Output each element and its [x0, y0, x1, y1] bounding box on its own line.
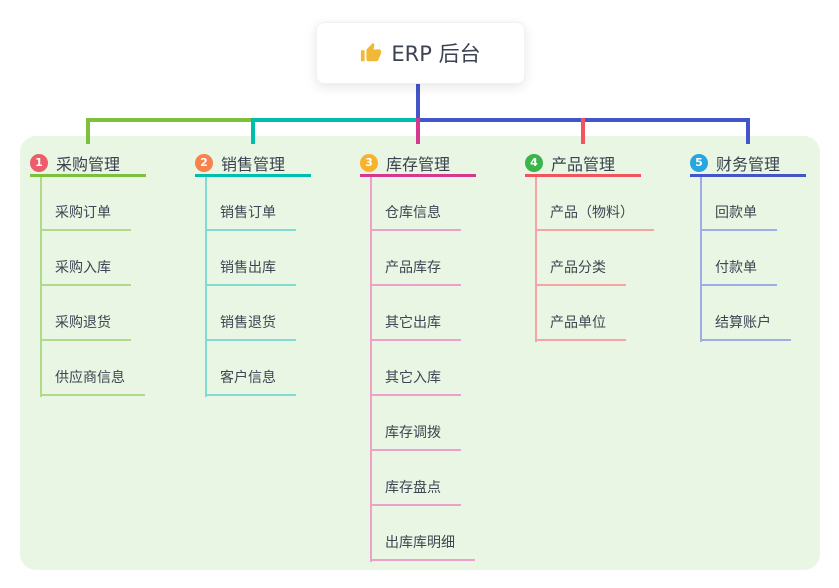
bus-segment-teal [251, 118, 420, 122]
branch-spine-line [205, 177, 207, 397]
branch-spine-line [370, 177, 372, 562]
root-connector-line [416, 82, 420, 122]
branch-label: 库存管理 [386, 154, 451, 174]
mindmap-panel [20, 136, 820, 570]
bus-segment-green [86, 118, 255, 122]
branch-node[interactable]: 4 产品管理 [525, 151, 641, 174]
child-node[interactable]: 产品库存 [370, 260, 461, 286]
branch-spine-line [535, 177, 537, 342]
priority-badge: 1 [30, 153, 48, 172]
child-node[interactable]: 产品分类 [535, 260, 626, 286]
child-node[interactable]: 结算账户 [700, 315, 791, 341]
branch-underline [690, 174, 806, 177]
branch-node[interactable]: 1 采购管理 [30, 151, 146, 174]
branch-spine-line [40, 177, 42, 397]
priority-badge: 2 [195, 153, 213, 172]
child-node[interactable]: 销售出库 [205, 260, 296, 286]
child-node[interactable]: 其它出库 [370, 315, 461, 341]
branch-drop-line [746, 118, 750, 144]
branch-label: 采购管理 [56, 154, 121, 174]
child-node[interactable]: 付款单 [700, 260, 777, 286]
branch-node[interactable]: 3 库存管理 [360, 151, 476, 174]
child-node[interactable]: 采购入库 [40, 260, 131, 286]
branch-label: 财务管理 [716, 154, 781, 174]
child-node[interactable]: 客户信息 [205, 370, 296, 396]
child-node[interactable]: 采购退货 [40, 315, 131, 341]
child-node[interactable]: 供应商信息 [40, 370, 145, 396]
branch-underline [360, 174, 476, 177]
branch-underline [30, 174, 146, 177]
root-node-label: ERP 后台 [391, 42, 481, 66]
branch-label: 销售管理 [221, 154, 286, 174]
branch-underline [525, 174, 641, 177]
branch-drop-line [251, 118, 255, 144]
child-node[interactable]: 其它入库 [370, 370, 461, 396]
branch-node[interactable]: 2 销售管理 [195, 151, 311, 174]
branch-spine-line [700, 177, 702, 342]
root-node-erp-backend[interactable]: ERP 后台 [316, 22, 525, 84]
child-node[interactable]: 产品（物料） [535, 205, 654, 231]
branch-drop-line [416, 118, 420, 144]
branch-underline [195, 174, 311, 177]
child-node[interactable]: 仓库信息 [370, 205, 461, 231]
child-node[interactable]: 产品单位 [535, 315, 626, 341]
child-node[interactable]: 销售退货 [205, 315, 296, 341]
branch-drop-line [581, 118, 585, 144]
child-node[interactable]: 销售订单 [205, 205, 296, 231]
child-node[interactable]: 库存盘点 [370, 480, 461, 506]
child-node[interactable]: 出库库明细 [370, 535, 475, 561]
child-node[interactable]: 采购订单 [40, 205, 131, 231]
branch-label: 产品管理 [551, 154, 616, 174]
child-node[interactable]: 库存调拨 [370, 425, 461, 451]
priority-badge: 3 [360, 153, 378, 172]
priority-badge: 5 [690, 153, 708, 172]
child-node[interactable]: 回款单 [700, 205, 777, 231]
branch-node[interactable]: 5 财务管理 [690, 151, 806, 174]
branch-drop-line [86, 118, 90, 144]
priority-badge: 4 [525, 153, 543, 172]
thumbs-up-icon [360, 42, 382, 64]
